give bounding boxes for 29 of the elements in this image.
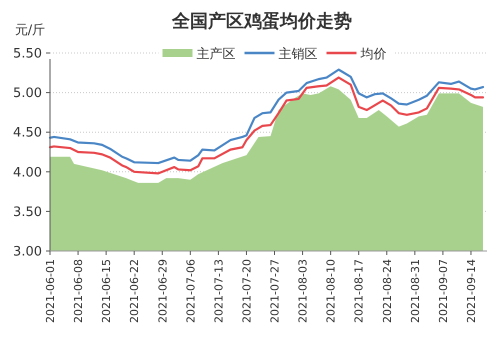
x-tick-label: 2021-07-20 [240,259,254,323]
x-tick-label: 2021-09-07 [436,259,450,323]
x-tick-label: 2021-07-13 [212,259,226,323]
x-tick-label: 2021-08-03 [296,259,310,323]
legend-label: 主产区 [196,46,236,62]
x-tick-label: 2021-08-17 [352,259,366,323]
y-tick-label: 5.00 [13,86,42,102]
y-tick-label: 5.50 [13,46,42,62]
y-tick-label: 4.50 [13,126,42,141]
x-tick-label: 2021-09-14 [464,259,478,323]
x-tick-label: 2021-06-22 [128,259,142,323]
y-tick-label: 4.00 [13,165,42,180]
x-tick-label: 2021-06-15 [100,259,114,323]
y-tick-label: 3.00 [13,244,42,260]
x-tick-label: 2021-08-24 [380,259,394,323]
line-series [48,76,484,174]
legend-label: 主销区 [278,46,318,62]
y-axis-title: 元/斤 [14,23,46,38]
y-tick-label: 3.50 [13,204,42,220]
line-series [48,68,484,164]
x-tick-label: 2021-08-31 [408,259,422,323]
legend-label: 均价 [360,47,386,62]
x-tick-label: 2021-07-06 [184,259,198,323]
x-tick-label: 2021-06-01 [44,259,57,323]
x-tick-label: 2021-06-08 [72,259,86,323]
x-tick-label: 2021-06-29 [156,259,170,323]
x-tick-label: 2021-07-27 [268,259,282,323]
x-tick-label: 2021-08-10 [324,259,338,323]
chart-title: 全国产区鸡蛋均价走势 [171,11,352,32]
